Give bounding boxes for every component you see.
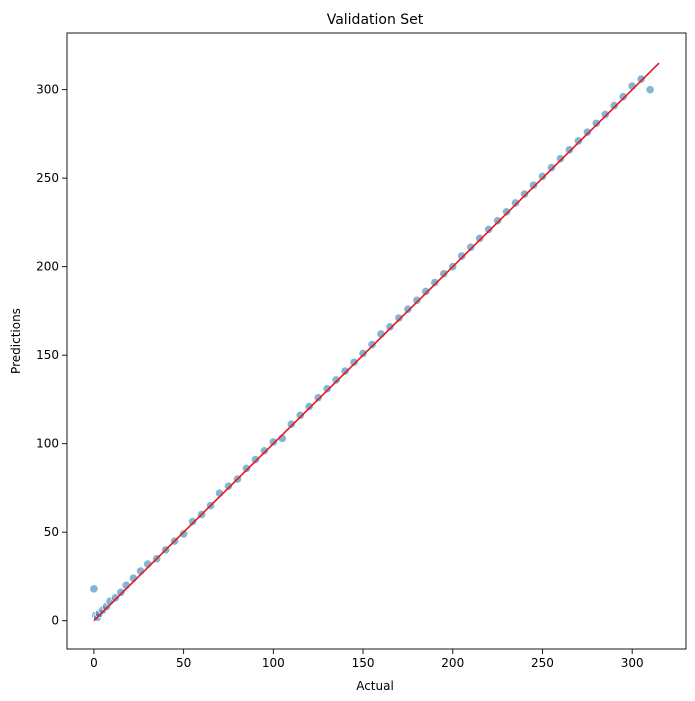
- scatter-point: [412, 295, 422, 305]
- y-tick-label: 0: [51, 614, 59, 628]
- x-tick-label: 200: [441, 656, 464, 670]
- reference-line-layer: [93, 62, 660, 622]
- scatter-point: [573, 136, 583, 146]
- scatter-point: [510, 198, 521, 208]
- x-tick-label: 300: [621, 656, 644, 670]
- reference-line: [93, 62, 660, 622]
- scatter-point: [475, 233, 485, 243]
- scatter-point: [609, 100, 619, 111]
- scatter-point: [501, 207, 512, 217]
- scatter-point: [349, 357, 359, 367]
- scatter-point: [89, 584, 99, 594]
- scatter-point: [187, 516, 198, 527]
- scatter-point: [430, 277, 440, 288]
- plot-frame: [66, 32, 687, 650]
- scatter-point: [322, 384, 332, 394]
- scatter-point: [241, 463, 252, 474]
- points-layer: [89, 74, 655, 622]
- scatter-point: [484, 224, 494, 235]
- scatter-point: [179, 529, 189, 539]
- scatter-point: [466, 242, 476, 252]
- scatter-point: [367, 339, 377, 350]
- scatter-point: [519, 189, 530, 199]
- scatter-point: [295, 410, 305, 420]
- scatter-point: [403, 304, 413, 314]
- scatter-point: [582, 127, 592, 137]
- scatter-point: [358, 348, 368, 358]
- y-tick-label: 150: [36, 348, 59, 362]
- scatter-point: [286, 419, 296, 429]
- x-axis-label: Actual: [356, 679, 394, 693]
- scatter-point: [304, 401, 314, 412]
- x-axis: 0 50 100 150 200 250 300: [90, 649, 644, 670]
- y-tick-label: 200: [36, 260, 59, 274]
- scatter-point: [223, 481, 234, 491]
- scatter-point: [340, 366, 350, 376]
- scatter-point: [600, 109, 610, 120]
- y-tick-label: 250: [36, 171, 59, 185]
- scatter-point: [618, 92, 628, 102]
- scatter-point: [331, 375, 341, 385]
- scatter-point: [636, 74, 646, 84]
- x-tick-label: 100: [262, 656, 285, 670]
- y-tick-label: 50: [44, 525, 59, 539]
- scatter-point: [385, 322, 395, 332]
- scatter-point: [394, 313, 404, 323]
- scatter-point: [493, 216, 503, 226]
- scatter-point: [645, 85, 655, 95]
- scatter-point: [555, 154, 566, 164]
- x-tick-label: 50: [176, 656, 191, 670]
- scatter-point: [313, 393, 323, 403]
- scatter-point: [528, 180, 539, 190]
- y-axis: 0 50 100 150 200 250 300: [36, 83, 67, 628]
- chart-title: Validation Set: [327, 12, 424, 28]
- scatter-point: [546, 162, 557, 173]
- scatter-point: [250, 454, 260, 465]
- scatter-point: [564, 145, 574, 155]
- x-tick-label: 150: [352, 656, 375, 670]
- scatter-point: [537, 171, 548, 181]
- scatter-point: [439, 269, 449, 279]
- x-tick-label: 0: [90, 656, 98, 670]
- scatter-point: [116, 587, 126, 597]
- scatter-point: [591, 118, 601, 128]
- x-tick-label: 250: [531, 656, 554, 670]
- scatter-point: [421, 286, 431, 297]
- y-tick-label: 300: [36, 83, 59, 97]
- y-axis-label: Predictions: [9, 308, 23, 374]
- scatter-point: [457, 251, 467, 261]
- scatter-point: [268, 437, 278, 447]
- y-tick-label: 100: [36, 437, 59, 451]
- scatter-point: [259, 446, 269, 456]
